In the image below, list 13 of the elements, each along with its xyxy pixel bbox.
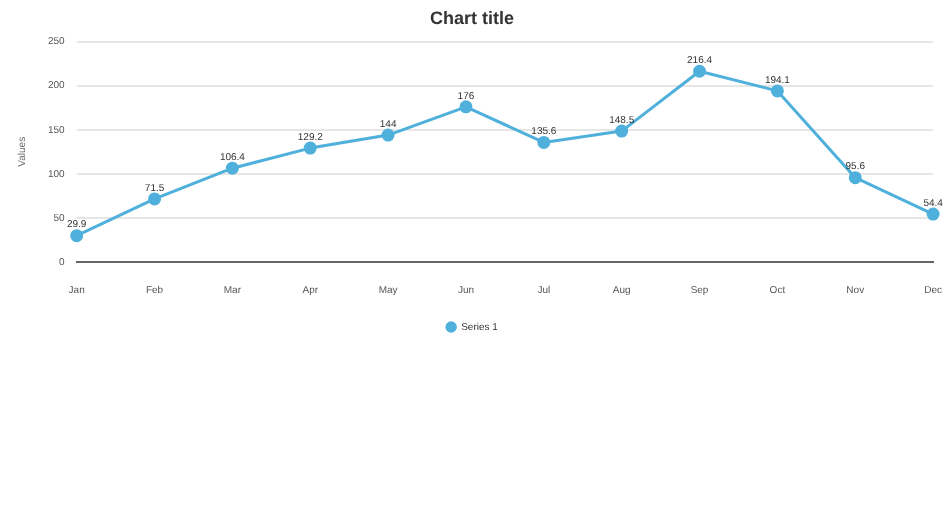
point xyxy=(770,84,784,98)
point xyxy=(693,64,707,78)
point xyxy=(615,124,629,138)
point xyxy=(848,171,862,185)
point xyxy=(537,135,551,149)
point xyxy=(926,207,940,221)
point xyxy=(225,161,239,175)
point xyxy=(148,192,162,206)
point xyxy=(70,229,84,243)
chart-title: Chart title xyxy=(429,7,515,28)
point xyxy=(381,128,395,142)
point xyxy=(459,100,473,114)
point xyxy=(303,141,317,155)
